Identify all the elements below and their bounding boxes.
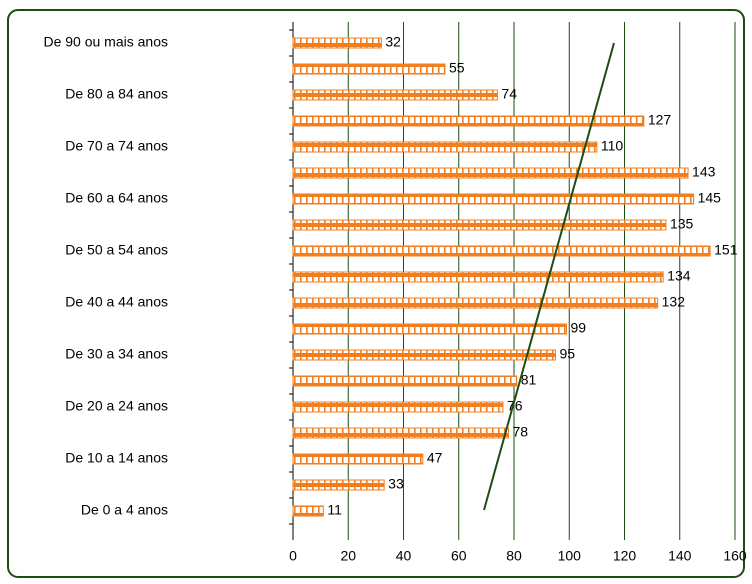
data-label: 110 xyxy=(601,138,624,154)
data-label: 47 xyxy=(427,450,443,466)
x-tick-label: 100 xyxy=(558,548,582,564)
y-tick-label: De 70 a 74 anos xyxy=(65,138,168,154)
bar xyxy=(292,245,711,257)
bar xyxy=(292,505,324,517)
data-label: 127 xyxy=(648,112,672,128)
trend-line xyxy=(483,42,615,511)
y-tick-label: De 60 a 64 anos xyxy=(65,190,168,206)
x-tick-label: 160 xyxy=(723,548,747,564)
bar xyxy=(292,193,695,205)
x-tick-label: 60 xyxy=(451,548,467,564)
x-tick-label: 140 xyxy=(668,548,692,564)
bar xyxy=(292,453,424,465)
x-tick-label: 120 xyxy=(613,548,637,564)
bar xyxy=(292,375,518,387)
data-label: 95 xyxy=(559,346,575,362)
data-label: 145 xyxy=(698,190,722,206)
data-label: 151 xyxy=(714,242,738,258)
bar xyxy=(292,271,664,283)
bar xyxy=(292,297,659,309)
x-tick-label: 40 xyxy=(396,548,412,564)
data-label: 32 xyxy=(385,34,401,50)
y-tick-label: De 30 a 34 anos xyxy=(65,346,168,362)
data-label: 134 xyxy=(667,268,691,284)
x-tick-label: 80 xyxy=(506,548,522,564)
bar xyxy=(292,89,498,101)
data-label: 81 xyxy=(521,372,537,388)
bar xyxy=(292,141,598,153)
bar xyxy=(292,349,556,361)
data-label: 99 xyxy=(570,320,586,336)
x-tick-label: 0 xyxy=(289,548,297,564)
bar xyxy=(292,115,645,127)
bar xyxy=(292,37,382,49)
data-label: 74 xyxy=(501,86,517,102)
data-label: 11 xyxy=(327,502,342,518)
y-tick-label: De 50 a 54 anos xyxy=(65,242,168,258)
data-label: 33 xyxy=(388,476,404,492)
y-tick-label: De 40 a 44 anos xyxy=(65,294,168,310)
bar xyxy=(292,167,689,179)
bar xyxy=(292,401,504,413)
bar xyxy=(292,219,667,231)
y-tick-label: De 20 a 24 anos xyxy=(65,398,168,414)
bar xyxy=(292,479,385,491)
data-label: 132 xyxy=(662,294,686,310)
bar xyxy=(292,323,567,335)
bar xyxy=(292,427,509,439)
data-label: 55 xyxy=(449,60,465,76)
y-tick-label: De 10 a 14 anos xyxy=(65,450,168,466)
y-tick-label: De 0 a 4 anos xyxy=(81,502,168,518)
data-label: 78 xyxy=(512,424,528,440)
y-tick-label: De 80 a 84 anos xyxy=(65,86,168,102)
y-tick-label: De 90 ou mais anos xyxy=(43,34,168,50)
data-label: 135 xyxy=(670,216,694,232)
data-label: 143 xyxy=(692,164,716,180)
x-tick-label: 20 xyxy=(340,548,356,564)
bar xyxy=(292,63,446,75)
